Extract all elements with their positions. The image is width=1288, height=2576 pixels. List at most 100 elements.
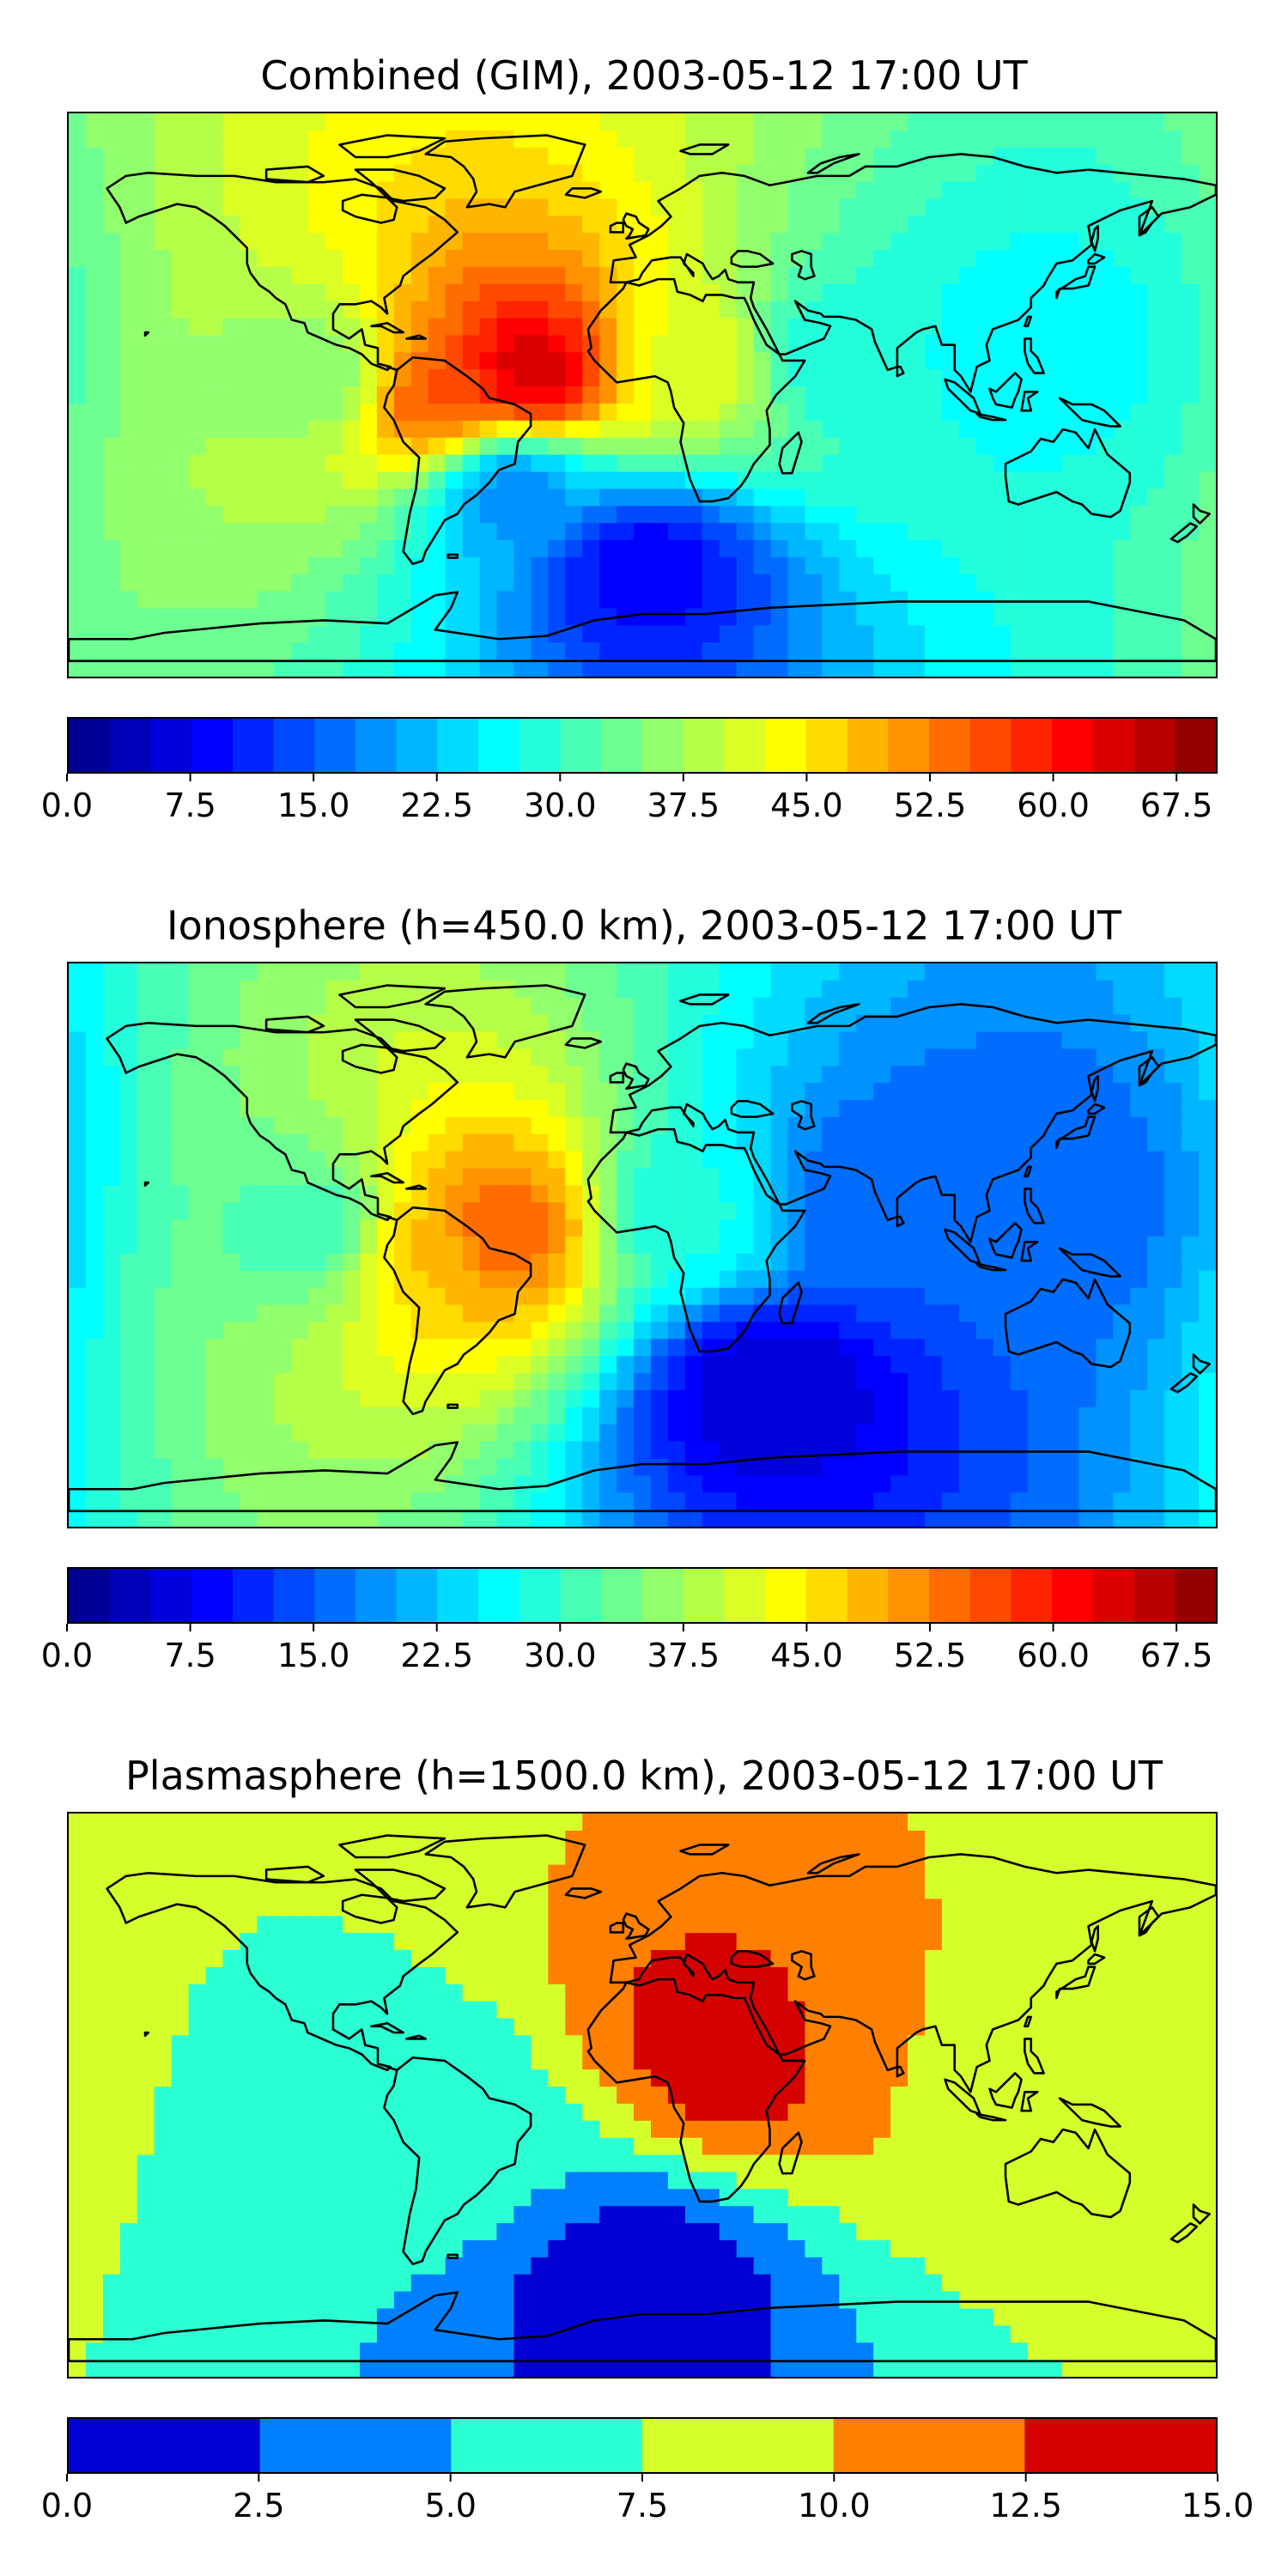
field-cell <box>958 1424 977 1443</box>
field-cell <box>993 523 1012 541</box>
field-cell <box>770 420 789 439</box>
coastline-antarctica <box>69 1441 1216 1513</box>
field-cell <box>102 1356 121 1375</box>
field-cell <box>1199 1814 1216 1832</box>
field-cell <box>69 335 87 354</box>
field-cell <box>925 471 943 490</box>
field-cell <box>513 318 532 337</box>
field-cell <box>85 1014 104 1033</box>
field-cell <box>291 591 310 610</box>
field-cell <box>1096 352 1115 371</box>
field-cell <box>428 1014 447 1033</box>
field-cell <box>102 1100 121 1118</box>
field-cell <box>650 266 669 285</box>
field-cell <box>274 369 293 388</box>
field-cell <box>617 420 635 439</box>
field-cell <box>291 1373 310 1391</box>
field-cell <box>1113 1373 1132 1391</box>
field-cell <box>822 489 841 507</box>
field-cell <box>1147 233 1166 252</box>
field-cell <box>753 1899 772 1917</box>
field-cell <box>1044 130 1063 149</box>
field-cell <box>445 1202 464 1221</box>
field-cell <box>873 1031 892 1050</box>
field-cell <box>908 1133 927 1152</box>
field-cell <box>410 266 429 285</box>
field-cell <box>119 386 138 404</box>
field-cell <box>137 539 155 558</box>
field-cell <box>702 250 720 268</box>
field-cell <box>410 625 429 644</box>
field-cell <box>445 642 464 661</box>
field-cell <box>565 266 584 285</box>
field-cell <box>513 625 532 644</box>
field-cell <box>650 1373 669 1391</box>
field-cell <box>119 997 138 1016</box>
field-cell <box>462 997 481 1016</box>
field-cell <box>702 642 720 661</box>
field-cell <box>599 1270 618 1289</box>
field-cell <box>137 1066 155 1084</box>
field-cell <box>308 1356 327 1375</box>
field-cell <box>462 1066 481 1084</box>
field-cell <box>102 1031 121 1050</box>
field-cell <box>719 437 738 456</box>
field-cell <box>188 591 207 610</box>
field-cell <box>410 523 429 541</box>
field-cell <box>582 591 601 610</box>
field-cell <box>908 216 927 234</box>
field-cell <box>839 250 858 268</box>
field-cell <box>257 130 276 149</box>
field-cell <box>617 1510 635 1527</box>
colorbar-band <box>191 1569 234 1622</box>
coastline-victoria-is <box>264 165 325 184</box>
field-cell <box>479 403 498 422</box>
field-cell <box>171 1253 190 1272</box>
field-cell <box>119 1373 138 1391</box>
field-cell <box>839 1830 858 1849</box>
field-cell <box>513 1424 532 1443</box>
coastline-antarctica <box>69 591 1216 663</box>
field-cell <box>753 454 772 473</box>
field-cell <box>856 489 875 507</box>
field-cell <box>890 113 909 131</box>
field-cell <box>445 1014 464 1033</box>
field-cell <box>1147 1458 1166 1477</box>
field-cell <box>428 335 447 354</box>
field-cell <box>1027 130 1046 149</box>
field-cell <box>137 1253 155 1272</box>
field-cell <box>462 591 481 610</box>
field-cell <box>343 1321 361 1340</box>
field-cell <box>376 1066 395 1084</box>
field-cell <box>257 1406 276 1425</box>
field-cell <box>1113 1492 1132 1511</box>
field-cell <box>171 1151 190 1170</box>
field-cell <box>1027 591 1046 610</box>
field-cell <box>154 997 173 1016</box>
field-cell <box>359 318 378 337</box>
field-cell <box>650 1168 669 1187</box>
field-cell <box>787 113 806 131</box>
field-cell <box>343 574 361 592</box>
field-cell <box>376 1881 395 1900</box>
field-cell <box>496 250 515 268</box>
field-cell <box>1044 420 1063 439</box>
field-cell <box>753 556 772 575</box>
field-cell <box>787 1031 806 1050</box>
field-cell <box>428 1236 447 1255</box>
field-cell <box>890 420 909 439</box>
field-cell <box>958 1406 977 1425</box>
field-cell <box>908 1185 927 1204</box>
field-cell <box>634 1151 652 1170</box>
field-cell <box>171 1847 190 1866</box>
field-cell <box>85 1510 104 1527</box>
field-cell <box>565 591 584 610</box>
field-cell <box>565 1270 584 1289</box>
field-cell <box>154 1830 173 1849</box>
field-cell <box>993 1424 1012 1443</box>
field-cell <box>479 1373 498 1391</box>
field-cell <box>291 283 310 302</box>
field-cell <box>890 1475 909 1494</box>
field-cell <box>119 1116 138 1135</box>
field-cell <box>531 997 550 1016</box>
